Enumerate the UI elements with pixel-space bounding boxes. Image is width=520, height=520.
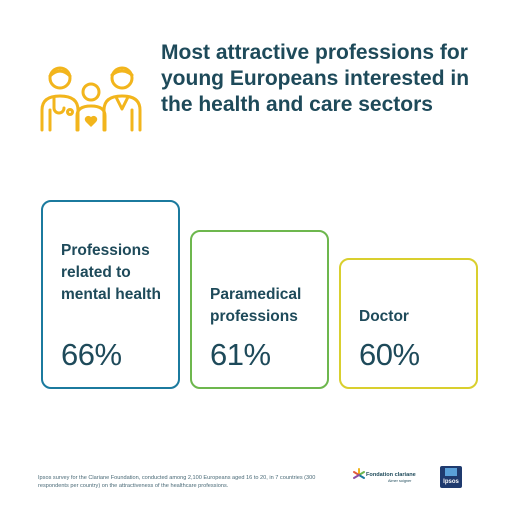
clariane-tagline: Aimer soigner (388, 479, 412, 483)
ipsos-name: Ipsos (443, 479, 459, 485)
card-value: 60% (359, 337, 420, 372)
clariane-logo: Fondation clariane Aimer soigner (352, 466, 416, 488)
card-mental-health: Professions related to mental health 66% (41, 200, 180, 389)
ipsos-mark-icon (445, 468, 457, 476)
ipsos-logo: Ipsos (440, 466, 462, 488)
card-value: 61% (210, 337, 271, 372)
card-paramedical: Paramedical professions 61% (190, 230, 329, 389)
card-label: Professions related to mental health (61, 242, 161, 303)
clariane-name: Fondation clariane (366, 472, 416, 478)
page-title: Most attractive professions for young Eu… (161, 41, 470, 116)
card-label: Doctor (359, 308, 409, 325)
card-doctor: Doctor 60% (339, 258, 478, 389)
family-healthcare-icon (40, 66, 142, 132)
footnote: Ipsos survey for the Clariane Foundation… (38, 475, 316, 489)
card-value: 66% (61, 337, 122, 372)
card-label: Paramedical professions (210, 286, 302, 325)
clariane-flower-icon (353, 468, 365, 479)
